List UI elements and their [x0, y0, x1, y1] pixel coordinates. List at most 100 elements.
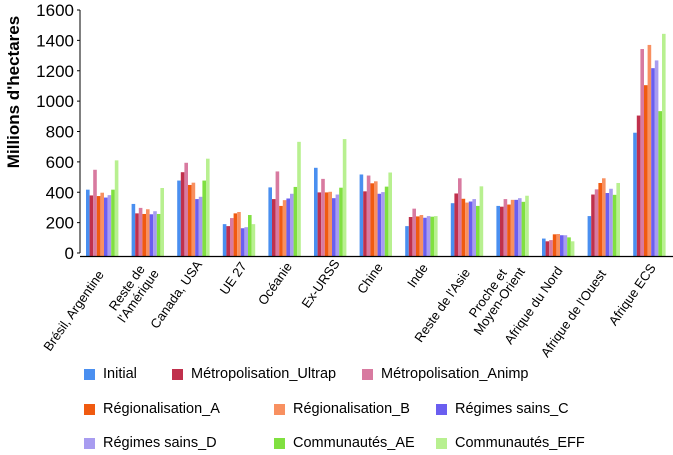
bar: [89, 195, 94, 256]
bar: [605, 193, 610, 256]
x-tick-label: Océanie: [255, 260, 295, 308]
legend-swatch: [274, 437, 285, 449]
x-tick-label: Chine: [354, 260, 386, 296]
y-tick-label: 1200: [36, 62, 74, 81]
y-tick-label: 0: [65, 244, 74, 263]
bar: [339, 187, 343, 256]
y-tick-label: 400: [46, 183, 74, 202]
bar-group: [177, 158, 210, 256]
bar: [268, 187, 272, 256]
bar: [405, 226, 409, 256]
bar: [521, 201, 526, 256]
bar: [290, 193, 294, 256]
bar: [552, 234, 557, 256]
bar-group: [450, 178, 484, 256]
bar: [644, 85, 648, 257]
bar-group: [314, 139, 347, 256]
legend-swatch: [84, 403, 95, 415]
x-tick-label-line: Océanie: [255, 260, 295, 308]
y-axis-label: Millions d'hectares: [4, 16, 23, 168]
bar: [104, 197, 108, 256]
bar: [633, 132, 637, 256]
bar: [248, 215, 252, 256]
legend-label: Régionalisation_A: [103, 401, 220, 417]
legend-label: Régimes sains_D: [103, 435, 217, 451]
bar: [363, 191, 367, 256]
legend-swatch: [436, 403, 447, 415]
bar: [153, 211, 157, 256]
bar: [359, 174, 364, 256]
legend-label: Régimes sains_C: [455, 401, 569, 417]
bar: [149, 214, 154, 256]
bar-group: [86, 160, 119, 256]
bar: [135, 213, 139, 256]
bar: [496, 205, 500, 256]
bar: [202, 180, 206, 256]
bar: [240, 228, 245, 256]
bar: [454, 193, 458, 256]
bar: [408, 217, 413, 256]
y-tick-label: 600: [46, 153, 74, 172]
bar: [384, 186, 389, 256]
bar: [602, 178, 606, 256]
legend-swatch: [84, 437, 95, 449]
bar: [434, 216, 438, 256]
bar: [314, 167, 318, 256]
x-tick-label: Afrique ECS: [606, 261, 660, 328]
bar: [636, 115, 641, 256]
bar-group: [542, 234, 575, 256]
bar: [563, 235, 568, 256]
legend-swatch: [274, 403, 285, 415]
bar: [335, 194, 340, 256]
bar: [500, 206, 504, 256]
x-tick-label: UE 27: [217, 259, 250, 297]
bar: [131, 203, 136, 256]
bar: [96, 196, 101, 256]
legend-item: Régimes sains_D: [84, 435, 217, 451]
bar: [138, 207, 143, 256]
bar: [297, 141, 301, 256]
legend-item: Métropolisation_Ultrap: [172, 366, 336, 382]
legend-label: Métropolisation_Animp: [381, 366, 529, 382]
legend-label: Communautés_EFF: [455, 435, 585, 451]
bar: [545, 241, 550, 256]
bar: [206, 158, 210, 256]
bar: [321, 178, 325, 256]
legend-item: Initial: [84, 366, 137, 382]
bar: [647, 44, 652, 257]
bar: [609, 188, 613, 256]
bar: [370, 183, 374, 256]
bar: [430, 216, 434, 256]
bar-group: [587, 178, 620, 256]
bar: [658, 111, 662, 257]
bar: [244, 227, 248, 256]
bar: [419, 215, 424, 256]
legend-label: Métropolisation_Ultrap: [191, 366, 337, 382]
x-tick-label-line: Chine: [354, 260, 386, 296]
bar: [195, 199, 199, 256]
legend-item: Régionalisation_A: [84, 401, 220, 417]
y-tick-label: 800: [46, 123, 74, 142]
x-tick-label: Brésil, Argentine: [40, 268, 107, 354]
bar: [458, 178, 462, 256]
bar: [525, 195, 529, 256]
legend-label: Régionalisation_B: [293, 401, 410, 417]
bar: [616, 182, 620, 256]
bar: [549, 240, 553, 256]
bar: [472, 199, 476, 256]
bar: [651, 68, 655, 256]
legend-item: Régionalisation_B: [274, 401, 410, 417]
bar: [560, 235, 564, 256]
bar-group: [405, 208, 438, 256]
bar-chart: 0 200 400 600 800 1000 1200 1400 1600 Brésil, Ar…: [4, 1, 673, 360]
bar: [93, 169, 97, 256]
bar: [222, 224, 227, 256]
bar-group: [496, 195, 529, 256]
bar: [86, 189, 90, 256]
bar: [594, 189, 599, 256]
y-tick-label: 1600: [36, 1, 74, 20]
bar: [180, 172, 185, 256]
bar: [366, 175, 371, 256]
x-tick-label-line: Ex-URSS: [298, 256, 342, 310]
bar: [293, 186, 298, 256]
